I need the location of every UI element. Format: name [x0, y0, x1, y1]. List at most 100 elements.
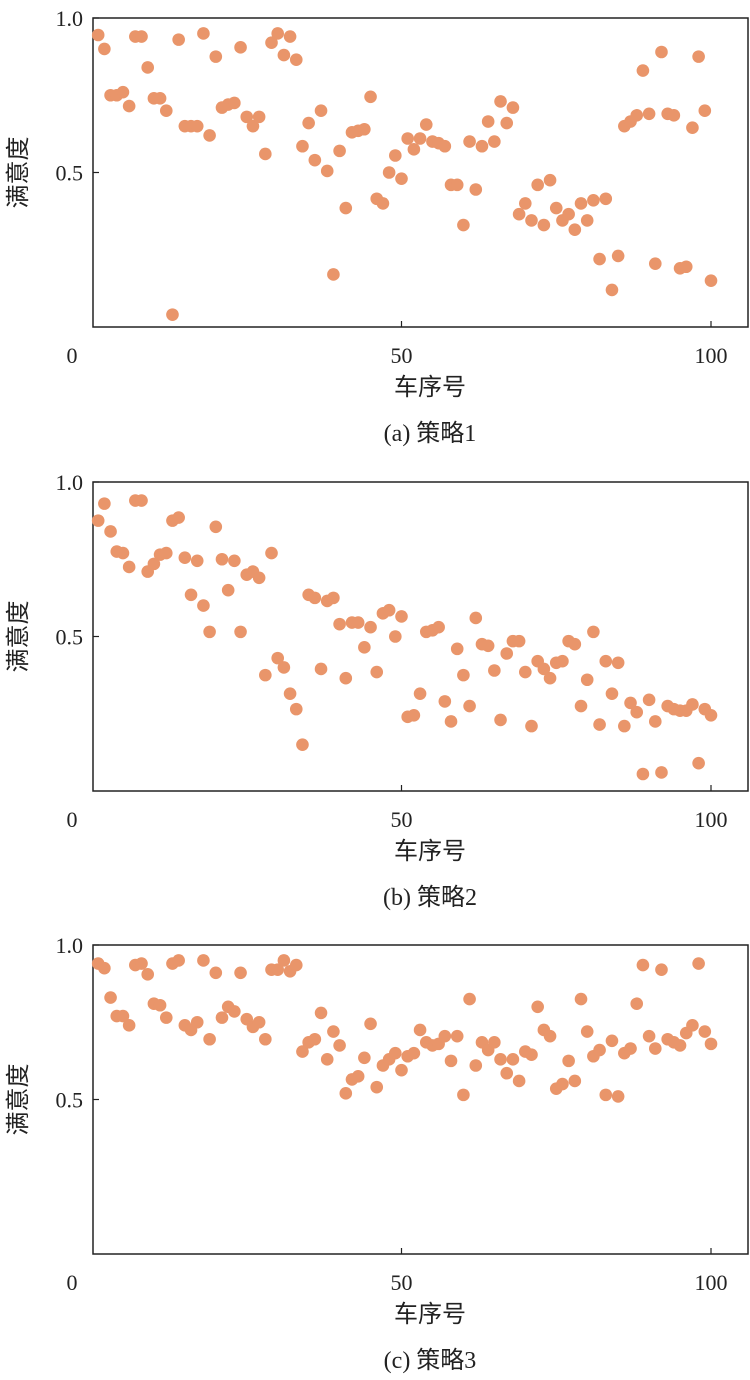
data-point	[289, 958, 303, 972]
data-point	[91, 28, 105, 42]
data-point	[413, 132, 427, 145]
data-point	[648, 715, 662, 728]
data-point	[221, 583, 235, 597]
data-point	[259, 1032, 272, 1046]
data-point	[98, 961, 111, 975]
data-point	[389, 149, 402, 162]
data-point	[395, 172, 408, 185]
data-point	[469, 611, 483, 625]
data-point	[327, 268, 340, 281]
data-point	[364, 620, 377, 634]
data-point	[159, 1011, 173, 1024]
data-point	[568, 637, 582, 651]
data-point	[395, 610, 408, 623]
x-tick-label: 50	[391, 1270, 413, 1295]
data-point	[116, 1009, 130, 1023]
data-point	[457, 668, 470, 682]
data-point	[463, 135, 476, 148]
data-point	[98, 42, 111, 56]
data-point	[308, 1032, 322, 1046]
data-point	[265, 36, 278, 50]
data-point	[605, 687, 619, 700]
data-point	[358, 641, 371, 654]
data-point	[116, 546, 130, 560]
plot-frame	[92, 481, 749, 792]
data-point	[370, 1080, 384, 1094]
data-point	[488, 1036, 501, 1049]
data-point	[203, 129, 216, 142]
data-point	[574, 992, 588, 1006]
data-point	[333, 144, 346, 158]
data-point	[395, 1063, 408, 1077]
data-point	[519, 665, 532, 679]
data-point	[197, 27, 210, 40]
data-point	[283, 687, 297, 700]
data-point	[556, 1077, 569, 1091]
y-tick-label: 1.0	[56, 933, 84, 958]
data-point	[500, 1066, 514, 1080]
data-point	[184, 588, 198, 602]
data-point	[364, 1017, 377, 1031]
data-point	[203, 625, 216, 639]
data-point	[568, 223, 582, 236]
data-point	[618, 719, 631, 733]
data-point	[252, 571, 266, 585]
data-point	[525, 1048, 538, 1061]
data-point	[469, 1059, 483, 1072]
data-point	[450, 642, 464, 656]
data-point	[135, 30, 148, 43]
data-point	[370, 665, 384, 679]
data-point	[642, 693, 656, 707]
data-point	[190, 554, 204, 568]
chart-panel-1: 0.5 1.0 0 50 100 车序号 满意度 (a) 策略1	[5, 6, 749, 447]
data-point	[506, 101, 520, 114]
data-point	[494, 713, 507, 727]
plot-frame	[92, 17, 749, 328]
data-point	[252, 110, 266, 124]
data-point	[190, 1015, 204, 1029]
data-point	[679, 260, 693, 274]
x-tick-label: 0	[67, 343, 78, 368]
data-point	[630, 705, 644, 719]
data-point	[642, 1029, 656, 1043]
data-point	[234, 966, 247, 980]
y-tick-label: 0.5	[56, 625, 84, 650]
data-point	[166, 308, 179, 321]
data-point	[358, 122, 371, 136]
data-point	[172, 33, 185, 46]
data-point	[593, 1043, 606, 1057]
data-point	[636, 64, 650, 77]
data-point	[636, 767, 650, 781]
data-point	[289, 702, 303, 716]
data-point	[209, 966, 223, 980]
data-point	[271, 963, 285, 977]
data-point	[320, 1053, 334, 1066]
data-point	[122, 1019, 136, 1032]
data-point	[655, 963, 668, 977]
data-point	[122, 560, 136, 574]
y-axis-label: 满意度	[5, 137, 32, 209]
data-point	[444, 715, 458, 728]
data-point	[624, 1042, 637, 1055]
data-point	[215, 1011, 229, 1024]
data-point	[419, 118, 433, 131]
y-axis-label: 满意度	[5, 601, 32, 673]
data-point	[197, 954, 210, 967]
data-point	[153, 998, 167, 1012]
data-point	[339, 671, 353, 685]
data-point	[308, 153, 322, 167]
data-point	[469, 183, 483, 196]
data-point	[296, 139, 309, 153]
data-point	[172, 511, 185, 524]
data-point	[314, 104, 328, 117]
data-point	[296, 1045, 309, 1058]
y-tick-label: 1.0	[56, 6, 84, 31]
data-point	[364, 90, 377, 104]
data-point	[283, 30, 297, 43]
data-point	[141, 968, 155, 981]
data-point	[457, 218, 470, 232]
data-point	[686, 698, 699, 711]
data-point	[240, 110, 254, 124]
data-point	[401, 132, 414, 145]
